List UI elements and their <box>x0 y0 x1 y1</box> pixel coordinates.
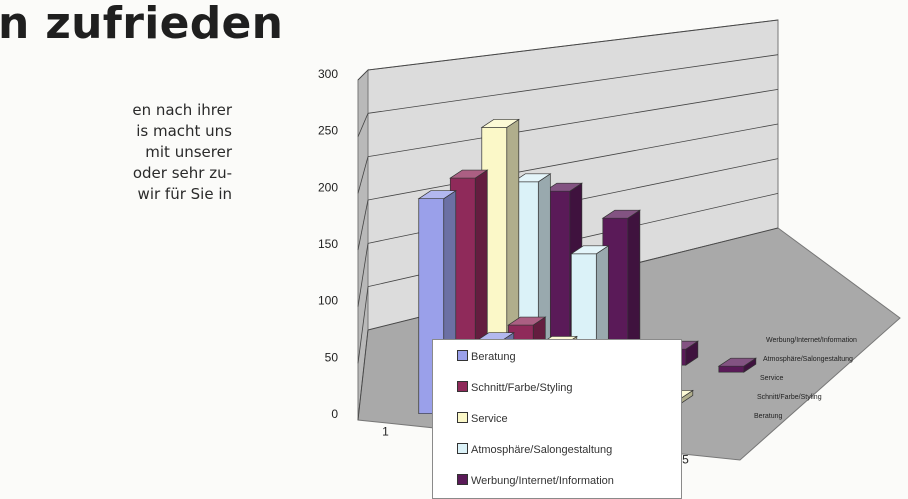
gridline-side <box>357 156 369 194</box>
legend-entry: Schnitt/Farbe/Styling <box>457 381 573 394</box>
depth-label: Werbung/Internet/Information <box>766 337 857 344</box>
legend-swatch <box>457 412 468 423</box>
paragraph-line: oder sehr zu- <box>132 164 232 182</box>
bar-top <box>417 190 457 200</box>
y-tick-label: 0 <box>331 407 338 421</box>
gridline-side <box>357 199 369 251</box>
y-tick-label: 250 <box>318 124 338 138</box>
depth-label: Service <box>760 375 783 382</box>
legend-entry: Atmosphäre/Salongestaltung <box>457 443 612 456</box>
gridline <box>367 88 779 158</box>
legend-swatch <box>457 474 468 485</box>
gridline-side <box>357 113 369 137</box>
x-tick-label: 1 <box>382 425 389 439</box>
bar-top <box>601 209 641 219</box>
bar-side <box>627 209 641 359</box>
legend-swatch <box>457 443 468 454</box>
gridline <box>367 19 779 71</box>
headline: n zufrieden <box>0 0 284 49</box>
y-tick-label: 300 <box>318 67 338 81</box>
legend-label: Schnitt/Farbe/Styling <box>471 382 573 394</box>
legend-label: Beratung <box>471 351 516 363</box>
gridline-side <box>357 69 369 81</box>
legend-entry: Werbung/Internet/Information <box>457 474 614 487</box>
paragraph-line: wir für Sie in <box>137 185 232 203</box>
bar-top <box>507 316 547 326</box>
bar-top <box>543 182 583 192</box>
y-tick-label: 150 <box>318 237 338 251</box>
chart-legend: Beratung Schnitt/Farbe/Styling Service A… <box>432 339 682 499</box>
bar-top <box>512 173 552 183</box>
gridline <box>367 123 779 201</box>
x-tick-label: 5 <box>682 453 689 467</box>
legend-label: Atmosphäre/Salongestaltung <box>471 444 613 456</box>
y-tick-label: 100 <box>318 294 338 308</box>
y-tick-label: 50 <box>325 350 339 364</box>
bar-front <box>718 365 745 373</box>
paragraph-line: mit unserer <box>145 143 232 161</box>
gridline <box>367 54 779 114</box>
depth-label: Atmosphäre/Salongestaltung <box>763 356 853 363</box>
bar-top <box>717 357 757 367</box>
legend-swatch <box>457 350 468 361</box>
depth-label: Schnitt/Farbe/Styling <box>757 394 822 401</box>
y-tick-label: 200 <box>318 180 338 194</box>
legend-entry: Beratung <box>457 350 516 363</box>
bar-top <box>570 245 610 255</box>
gridline-side <box>357 329 369 421</box>
depth-label: Beratung <box>754 413 783 420</box>
paragraph-line: is macht uns <box>136 122 232 140</box>
article-paragraph: en nach ihrer is macht uns mit unserer o… <box>0 100 232 205</box>
legend-label: Service <box>471 413 508 425</box>
bar-top <box>449 169 489 179</box>
bar-top <box>480 119 520 128</box>
legend-entry: Service <box>457 412 508 425</box>
paragraph-line: en nach ihrer <box>132 101 232 119</box>
gridline-side <box>357 243 369 307</box>
legend-label: Werbung/Internet/Information <box>471 475 614 487</box>
gridline-side <box>357 286 369 364</box>
legend-swatch <box>457 381 468 392</box>
